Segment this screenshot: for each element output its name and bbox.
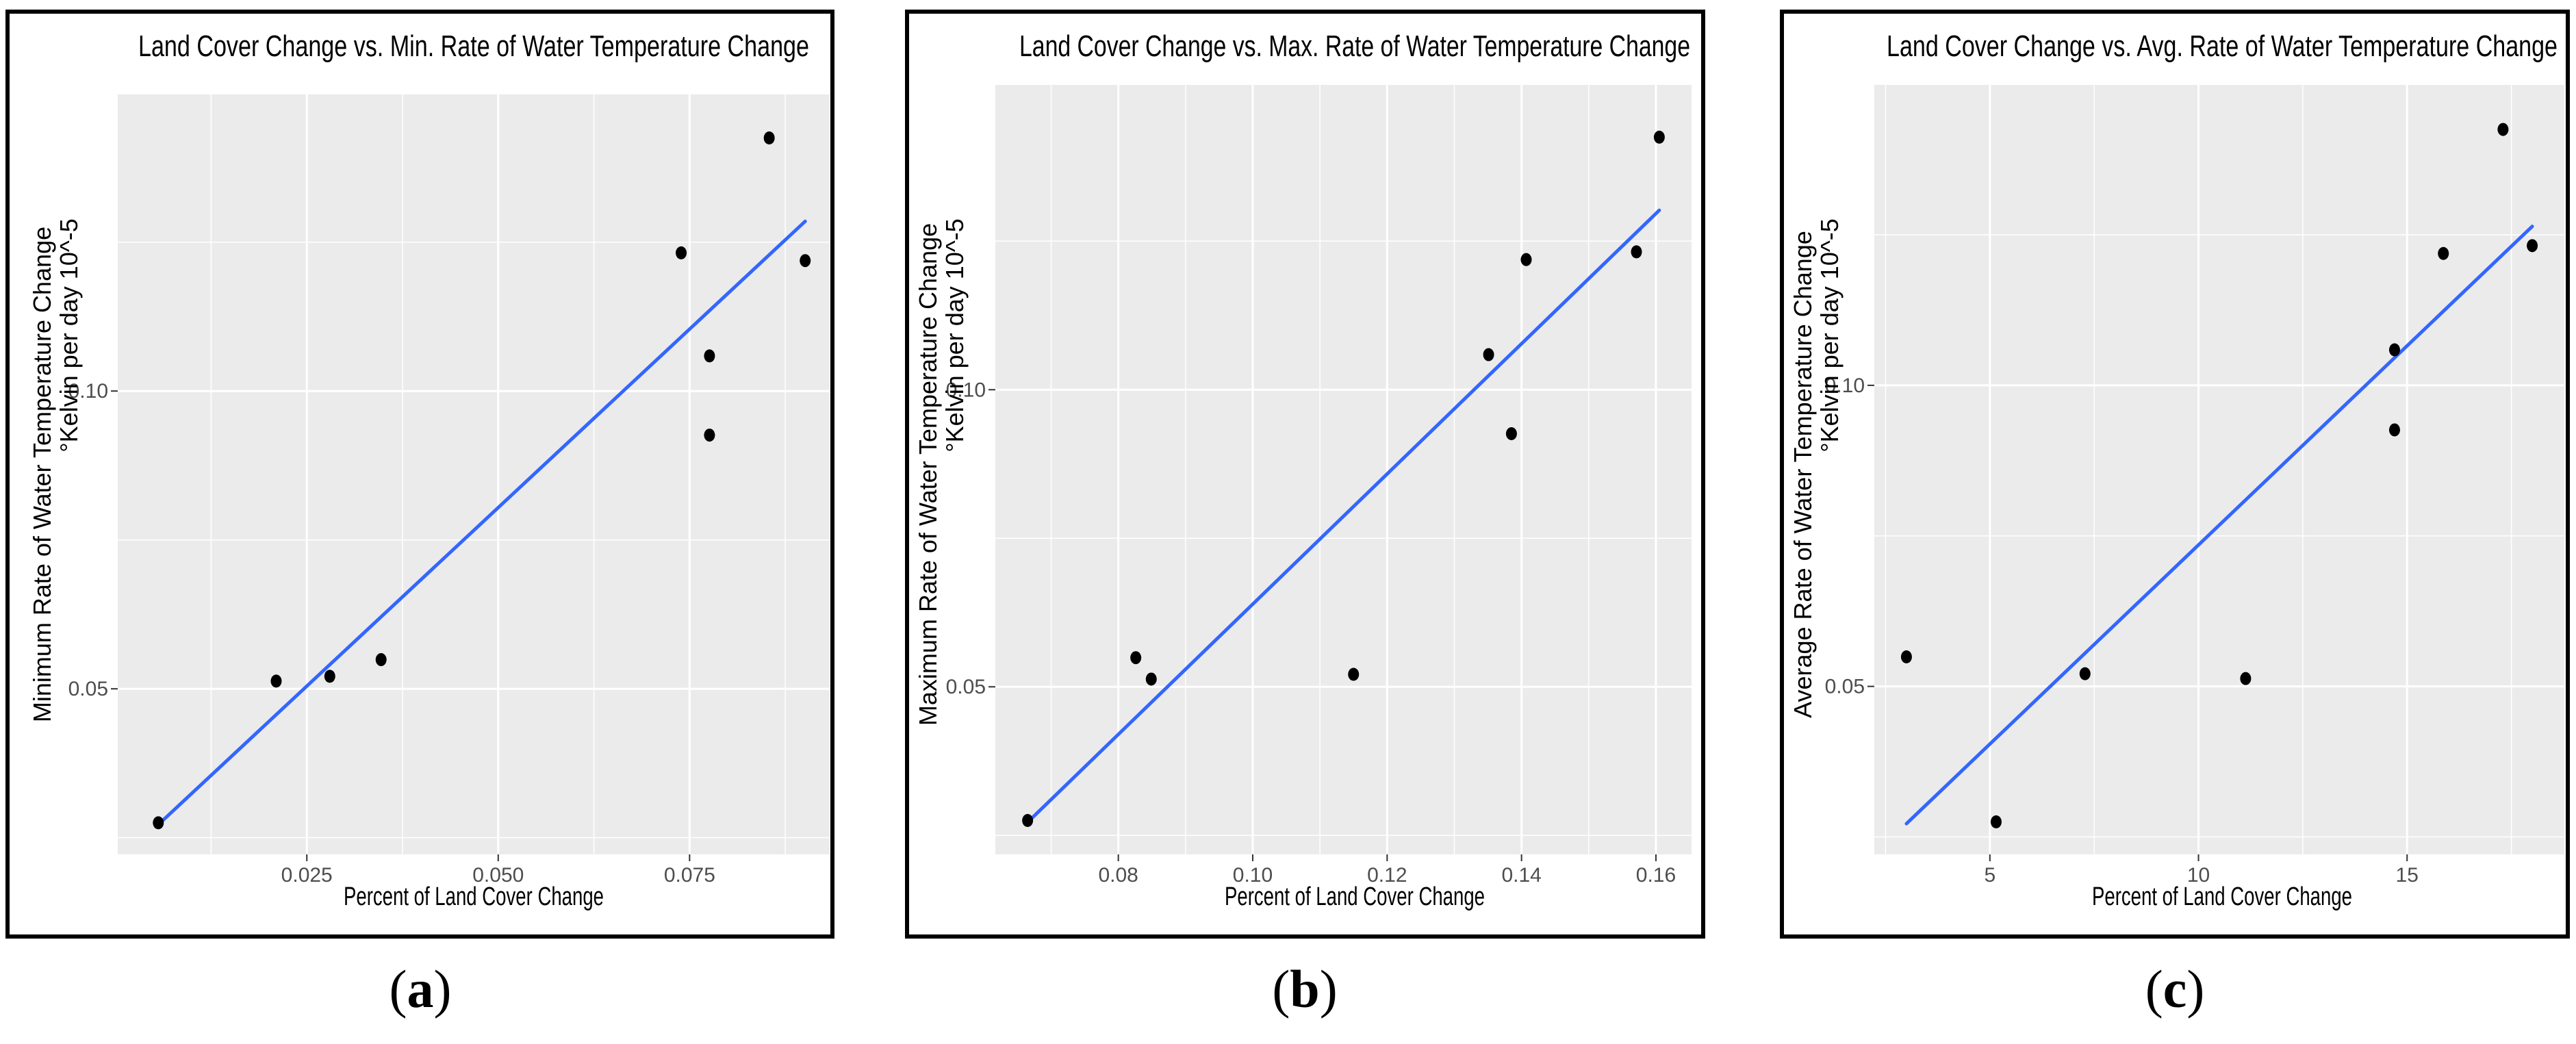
- data-point-b-2: [1145, 672, 1157, 686]
- caption-c-close: ): [2186, 959, 2205, 1019]
- x-tick-label-b-0: 0.08: [1098, 864, 1138, 887]
- points-c: [1900, 123, 2538, 829]
- fit-line-c: [1904, 225, 2534, 826]
- y-axis-label-a: Minimum Rate of Water Temperature Change: [28, 227, 56, 722]
- x-tick-label-a-0: 0.025: [281, 864, 333, 887]
- y-tick-label-c-1: 0.10: [1825, 374, 1865, 397]
- data-point-c-7: [2497, 123, 2509, 136]
- chart-title-b: Land Cover Change vs. Max. Rate of Water…: [1019, 29, 1690, 63]
- y-ticks-b: 0.05 0.10: [946, 379, 995, 698]
- data-point-b-5: [1505, 426, 1517, 440]
- chart-title-c: Land Cover Change vs. Avg. Rate of Water…: [1887, 29, 2558, 63]
- x-ticks-a: 0.025 0.050 0.075: [281, 854, 715, 887]
- data-point-c-0: [1900, 650, 1912, 664]
- data-point-b-7: [1631, 245, 1642, 259]
- fit-line-group-b: [1025, 208, 1661, 824]
- caption-c: (c): [2106, 958, 2243, 1020]
- data-point-c-4: [2388, 343, 2400, 357]
- y-axis-units-a: °Kelvin per day 10^-5: [55, 218, 83, 452]
- x-tick-label-c-0: 5: [1984, 864, 1995, 887]
- y-axis-units-b: °Kelvin per day 10^-5: [941, 218, 969, 452]
- data-point-c-8: [2527, 239, 2538, 253]
- data-point-b-3: [1348, 667, 1360, 681]
- data-point-b-0: [1022, 814, 1034, 828]
- x-axis-label-a: Percent of Land Cover Change: [344, 882, 604, 911]
- points-b: [1022, 130, 1665, 828]
- data-point-c-6: [2438, 246, 2449, 260]
- fit-line-b: [1025, 208, 1661, 824]
- data-point-a-5: [704, 349, 715, 363]
- x-ticks-c: 5 10 15: [1984, 854, 2419, 887]
- y-tick-label-c-0: 0.05: [1825, 676, 1865, 698]
- y-ticks-a: 0.05 0.10: [68, 380, 118, 700]
- data-point-a-3: [375, 653, 387, 667]
- data-point-a-2: [324, 670, 335, 683]
- chart-b: 0.08 0.10 0.12 0.14 0.16 0.05 0.10 Land Cover…: [914, 29, 1692, 911]
- grid-b: [995, 85, 1692, 854]
- y-tick-label-a-0: 0.05: [68, 678, 108, 700]
- x-tick-label-b-3: 0.14: [1501, 864, 1541, 887]
- chart-title-a: Land Cover Change vs. Min. Rate of Water…: [138, 29, 809, 63]
- data-point-c-1: [1990, 815, 2002, 829]
- panel-b-frame: 0.08 0.10 0.12 0.14 0.16 0.05 0.10 Land Cover…: [905, 10, 1705, 939]
- points-a: [153, 131, 811, 830]
- x-axis-label-c: Percent of Land Cover Change: [2092, 882, 2352, 911]
- data-point-c-2: [2079, 667, 2091, 680]
- grid-c: [1874, 85, 2564, 854]
- data-point-a-0: [153, 816, 164, 830]
- data-point-a-6: [704, 429, 715, 442]
- caption-a-close: ): [433, 959, 452, 1019]
- chart-c: 5 10 15 0.05 0.10 Land Cover Change vs. Avg…: [1789, 29, 2564, 911]
- y-tick-label-a-1: 0.10: [68, 380, 108, 403]
- caption-a: (a): [352, 958, 489, 1020]
- plot-area-c: [1874, 85, 2564, 854]
- fit-line-group-c: [1904, 225, 2534, 826]
- data-point-c-3: [2240, 672, 2252, 685]
- x-tick-label-a-1: 0.050: [472, 864, 524, 887]
- x-tick-label-b-2: 0.12: [1367, 864, 1407, 887]
- x-axis-label-b: Percent of Land Cover Change: [1225, 882, 1485, 911]
- caption-b: (b): [1236, 958, 1373, 1020]
- y-axis-label-b: Maximum Rate of Water Temperature Change: [914, 223, 942, 726]
- panel-c-frame: 5 10 15 0.05 0.10 Land Cover Change vs. Avg…: [1780, 10, 2570, 939]
- y-ticks-c: 0.05 0.10: [1825, 374, 1874, 698]
- data-point-b-1: [1130, 651, 1142, 665]
- data-point-a-7: [763, 131, 775, 145]
- caption-a-letter: a: [407, 959, 434, 1019]
- data-point-a-1: [270, 674, 282, 688]
- caption-b-open: (: [1272, 959, 1290, 1019]
- y-axis-units-c: °Kelvin per day 10^-5: [1815, 218, 1844, 452]
- chart-a: 0.025 0.050 0.075 0.05 0.10 Land Cover Chan…: [28, 29, 830, 911]
- x-tick-label-a-2: 0.075: [664, 864, 715, 887]
- y-tick-label-b-0: 0.05: [946, 676, 986, 698]
- fit-line-group-a: [156, 219, 807, 827]
- data-point-c-5: [2388, 423, 2400, 437]
- y-axis-label-c: Average Rate of Water Temperature Change: [1789, 231, 1817, 718]
- x-tick-label-c-2: 15: [2396, 864, 2419, 887]
- caption-a-open: (: [389, 959, 407, 1019]
- x-ticks-b: 0.08 0.10 0.12 0.14 0.16: [1098, 854, 1676, 887]
- fit-line-a: [156, 219, 807, 827]
- data-point-b-4: [1483, 348, 1494, 361]
- data-point-a-4: [676, 246, 687, 259]
- data-point-a-8: [800, 254, 811, 268]
- x-tick-label-b-4: 0.16: [1636, 864, 1676, 887]
- plot-area-b: [995, 85, 1692, 854]
- panel-a-frame: 0.025 0.050 0.075 0.05 0.10 Land Cover Chan…: [5, 10, 834, 939]
- caption-c-open: (: [2145, 959, 2163, 1019]
- caption-b-close: ): [1319, 959, 1338, 1019]
- x-tick-label-b-1: 0.10: [1233, 864, 1273, 887]
- caption-c-letter: c: [2163, 959, 2187, 1019]
- x-tick-label-c-1: 10: [2187, 864, 2210, 887]
- data-point-b-6: [1520, 253, 1532, 266]
- data-point-b-8: [1653, 130, 1665, 144]
- grid-a: [118, 94, 830, 854]
- plot-area-a: [118, 94, 830, 854]
- y-tick-label-b-1: 0.10: [946, 379, 986, 401]
- caption-b-letter: b: [1290, 959, 1320, 1019]
